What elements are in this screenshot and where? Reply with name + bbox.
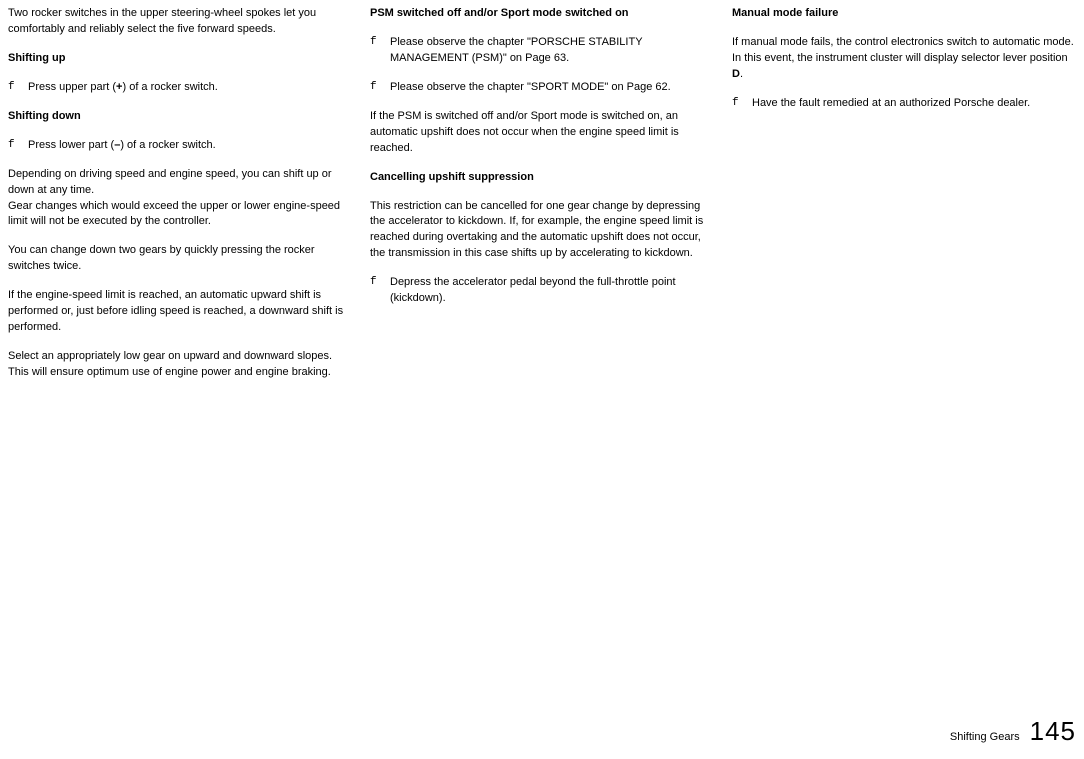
- psm-off-behavior-text: If the PSM is switched off and/or Sport …: [370, 109, 714, 157]
- column-2: PSM switched off and/or Sport mode switc…: [370, 6, 714, 394]
- bullet-text: Press upper part (+) of a rocker switch.: [28, 80, 352, 96]
- bullet-text: Please observe the chapter "SPORT MODE" …: [390, 80, 714, 96]
- d-position: D: [732, 68, 740, 80]
- page-footer: Shifting Gears 145: [950, 713, 1076, 751]
- heading-psm-sport: PSM switched off and/or Sport mode switc…: [370, 6, 714, 22]
- text-post: .: [740, 68, 743, 80]
- heading-shifting-up: Shifting up: [8, 51, 352, 67]
- bullet-glyph-icon: f: [8, 138, 28, 154]
- text-post: ) of a rocker switch.: [120, 139, 215, 151]
- line-1: Depending on driving speed and engine sp…: [8, 168, 332, 196]
- line-2: This will ensure optimum use of engine p…: [8, 366, 331, 378]
- bullet-text: Please observe the chapter "PORSCHE STAB…: [390, 35, 714, 67]
- bullet-text: Press lower part (–) of a rocker switch.: [28, 138, 352, 154]
- line-2: Gear changes which would exceed the uppe…: [8, 200, 340, 228]
- page-number: 145: [1030, 713, 1076, 751]
- cancel-restriction-text: This restriction can be cancelled for on…: [370, 199, 714, 263]
- speed-dependency-text: Depending on driving speed and engine sp…: [8, 167, 352, 231]
- bullet-kickdown: f Depress the accelerator pedal beyond t…: [370, 275, 714, 307]
- manual-failure-text: If manual mode fails, the control electr…: [732, 35, 1076, 83]
- bullet-dealer: f Have the fault remedied at an authoriz…: [732, 96, 1076, 112]
- bullet-sport-ref: f Please observe the chapter "SPORT MODE…: [370, 80, 714, 96]
- text-pre: Press upper part (: [28, 81, 116, 93]
- bullet-glyph-icon: f: [732, 96, 752, 112]
- bullet-psm-ref: f Please observe the chapter "PORSCHE ST…: [370, 35, 714, 67]
- column-1: Two rocker switches in the upper steerin…: [8, 6, 352, 394]
- bullet-text: Have the fault remedied at an authorized…: [752, 96, 1076, 112]
- text-post: ) of a rocker switch.: [122, 81, 217, 93]
- heading-cancel-upshift: Cancelling upshift suppression: [370, 170, 714, 186]
- intro-text: Two rocker switches in the upper steerin…: [8, 6, 352, 38]
- column-3: Manual mode failure If manual mode fails…: [732, 6, 1076, 394]
- bullet-text: Depress the accelerator pedal beyond the…: [390, 275, 714, 307]
- double-press-text: You can change down two gears by quickly…: [8, 243, 352, 275]
- text-pre: Press lower part (: [28, 139, 114, 151]
- heading-shifting-down: Shifting down: [8, 109, 352, 125]
- bullet-glyph-icon: f: [370, 80, 390, 96]
- line-1: Select an appropriately low gear on upwa…: [8, 350, 332, 362]
- engine-limit-text: If the engine-speed limit is reached, an…: [8, 288, 352, 336]
- bullet-glyph-icon: f: [370, 35, 390, 67]
- text-pre: If manual mode fails, the control electr…: [732, 36, 1074, 64]
- bullet-shift-up: f Press upper part (+) of a rocker switc…: [8, 80, 352, 96]
- section-label: Shifting Gears: [950, 730, 1020, 746]
- slope-advice-text: Select an appropriately low gear on upwa…: [8, 349, 352, 381]
- bullet-glyph-icon: f: [370, 275, 390, 307]
- bullet-shift-down: f Press lower part (–) of a rocker switc…: [8, 138, 352, 154]
- bullet-glyph-icon: f: [8, 80, 28, 96]
- heading-manual-failure: Manual mode failure: [732, 6, 1076, 22]
